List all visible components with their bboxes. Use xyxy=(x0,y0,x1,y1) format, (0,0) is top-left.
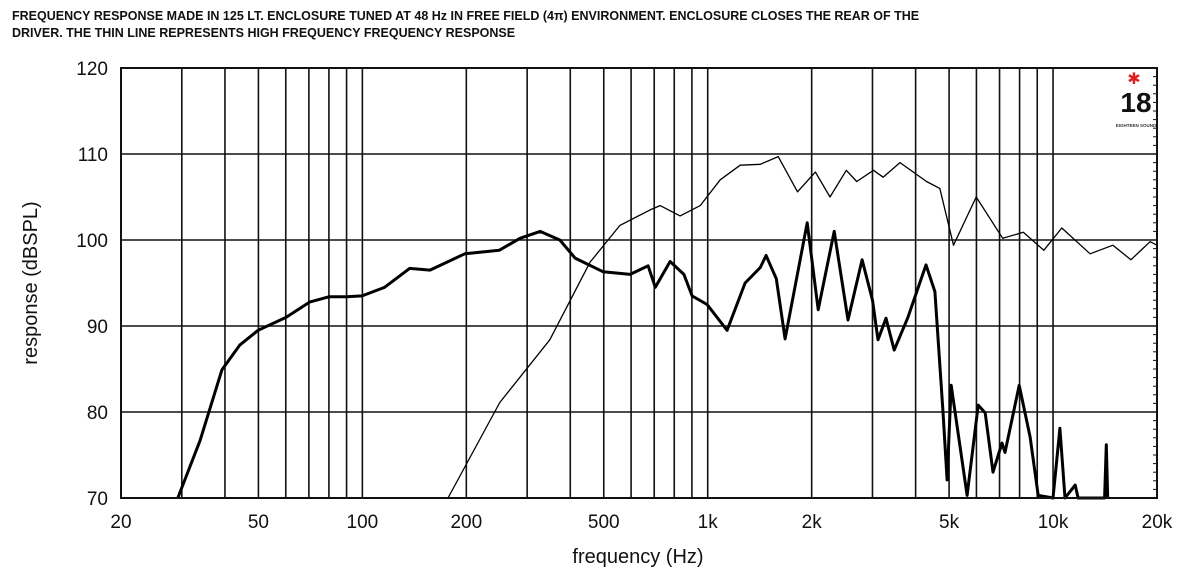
y-tick-label: 70 xyxy=(87,489,108,510)
y-axis-label: response (dBSPL) xyxy=(20,201,42,364)
y-tick-label: 90 xyxy=(87,317,108,338)
plot-frame xyxy=(120,67,1158,499)
title-line-2: DRIVER. THE THIN LINE REPRESENTS HIGH FR… xyxy=(12,26,516,40)
grid xyxy=(121,68,1157,498)
logo-star-icon: ✱ xyxy=(1127,71,1140,88)
y-tick-label: 80 xyxy=(87,403,108,424)
tick-labels: 20 50 100 200 500 1k 2k 5k 10k 20k 70 80 90 100 110 120 xyxy=(76,59,1173,533)
x-tick-label: 5k xyxy=(939,512,960,533)
logo-text: EIGHTEEN SOUND xyxy=(1116,123,1157,128)
logo-number: 18 xyxy=(1120,87,1151,118)
x-tick-label: 50 xyxy=(248,512,269,533)
y-tick-label: 120 xyxy=(76,59,108,80)
series-hf-response xyxy=(447,155,1158,499)
x-tick-label: 20k xyxy=(1142,512,1173,533)
x-tick-label: 200 xyxy=(450,512,482,533)
y-tick-label: 100 xyxy=(76,231,108,252)
x-tick-label: 2k xyxy=(802,512,823,533)
title-line-1: FREQUENCY RESPONSE MADE IN 125 LT. ENCLO… xyxy=(12,9,920,23)
x-axis-label: frequency (Hz) xyxy=(572,546,703,568)
x-tick-label: 1k xyxy=(698,512,719,533)
curves xyxy=(176,155,1158,500)
x-tick-label: 100 xyxy=(347,512,379,533)
logo: ✱ 18 EIGHTEEN SOUND xyxy=(1116,71,1157,128)
x-tick-label: 500 xyxy=(588,512,620,533)
y-tick-label: 110 xyxy=(78,145,108,166)
series-main-response xyxy=(176,221,1110,500)
chart-title: FREQUENCY RESPONSE MADE IN 125 LT. ENCLO… xyxy=(12,8,1192,40)
x-tick-label: 10k xyxy=(1038,512,1069,533)
x-tick-label: 20 xyxy=(110,512,131,533)
